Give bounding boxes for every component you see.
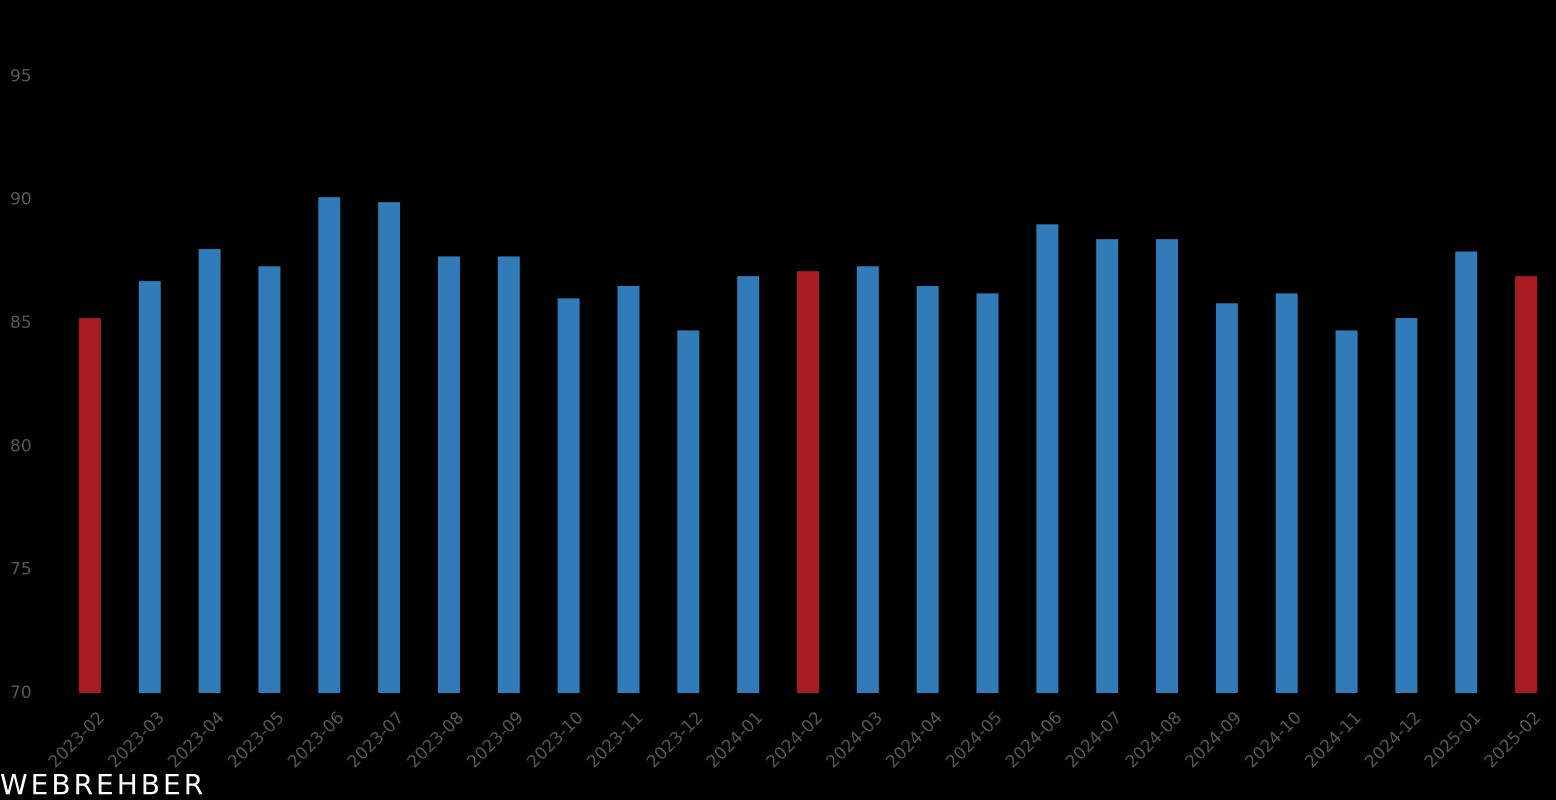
x-tick-label: 2024-05: [942, 708, 1006, 772]
x-tick-label: 2024-11: [1301, 708, 1365, 772]
x-tick-label: 2024-07: [1062, 708, 1126, 772]
bar: [1036, 224, 1059, 694]
x-tick-label: 2023-07: [344, 708, 408, 772]
x-tick-label: 2025-02: [1481, 708, 1545, 772]
bar: [138, 281, 161, 693]
bar: [258, 266, 281, 693]
bar: [497, 256, 520, 693]
x-tick-label: 2023-10: [523, 708, 587, 772]
bar: [856, 266, 879, 693]
x-tick-label: 2023-08: [404, 708, 468, 772]
x-tick-label: 2024-02: [763, 708, 827, 772]
bar: [318, 197, 341, 693]
x-tick-label: 2024-12: [1361, 708, 1425, 772]
x-tick-label: 2024-03: [823, 708, 887, 772]
bar: [1096, 239, 1119, 693]
x-tick-label: 2024-10: [1241, 708, 1305, 772]
bar: [677, 330, 700, 693]
bar: [1455, 251, 1478, 693]
bar: [1515, 276, 1538, 693]
bar: [617, 286, 640, 693]
x-tick-label: 2023-12: [643, 708, 707, 772]
x-tick-label: 2024-01: [703, 708, 767, 772]
x-tick-label: 2024-08: [1122, 708, 1186, 772]
x-tick-label: 2023-03: [104, 708, 168, 772]
bar: [198, 249, 221, 693]
x-tick-label: 2023-05: [224, 708, 288, 772]
bar: [437, 256, 460, 693]
y-tick-label: 70: [10, 683, 32, 703]
bar: [1335, 330, 1358, 693]
x-tick-label: 2023-11: [583, 708, 647, 772]
y-tick-label: 85: [10, 313, 32, 333]
x-tick-label: 2024-06: [1002, 708, 1066, 772]
bar: [1215, 303, 1238, 693]
bar: [1395, 318, 1418, 693]
watermark: WEBREHBER: [0, 768, 206, 800]
bar: [78, 318, 101, 693]
bar: [378, 202, 401, 693]
x-tick-label: 2023-09: [464, 708, 528, 772]
bar: [797, 271, 819, 693]
x-tick-label: 2023-06: [284, 708, 348, 772]
x-tick-label: 2024-09: [1182, 708, 1246, 772]
y-tick-label: 95: [10, 66, 32, 86]
y-tick-label: 75: [10, 560, 32, 580]
bar: [976, 293, 999, 693]
bar: [1156, 239, 1179, 693]
bar: [737, 276, 760, 693]
bar: [1275, 293, 1298, 693]
x-tick-label: 2024-04: [882, 708, 946, 772]
bar: [557, 298, 580, 693]
bar: [916, 286, 939, 693]
x-tick-label: 2023-04: [164, 708, 228, 772]
y-tick-label: 90: [10, 190, 32, 210]
x-tick-label: 2025-01: [1421, 708, 1485, 772]
y-tick-label: 80: [10, 436, 32, 456]
x-tick-label: 2023-02: [45, 708, 109, 772]
